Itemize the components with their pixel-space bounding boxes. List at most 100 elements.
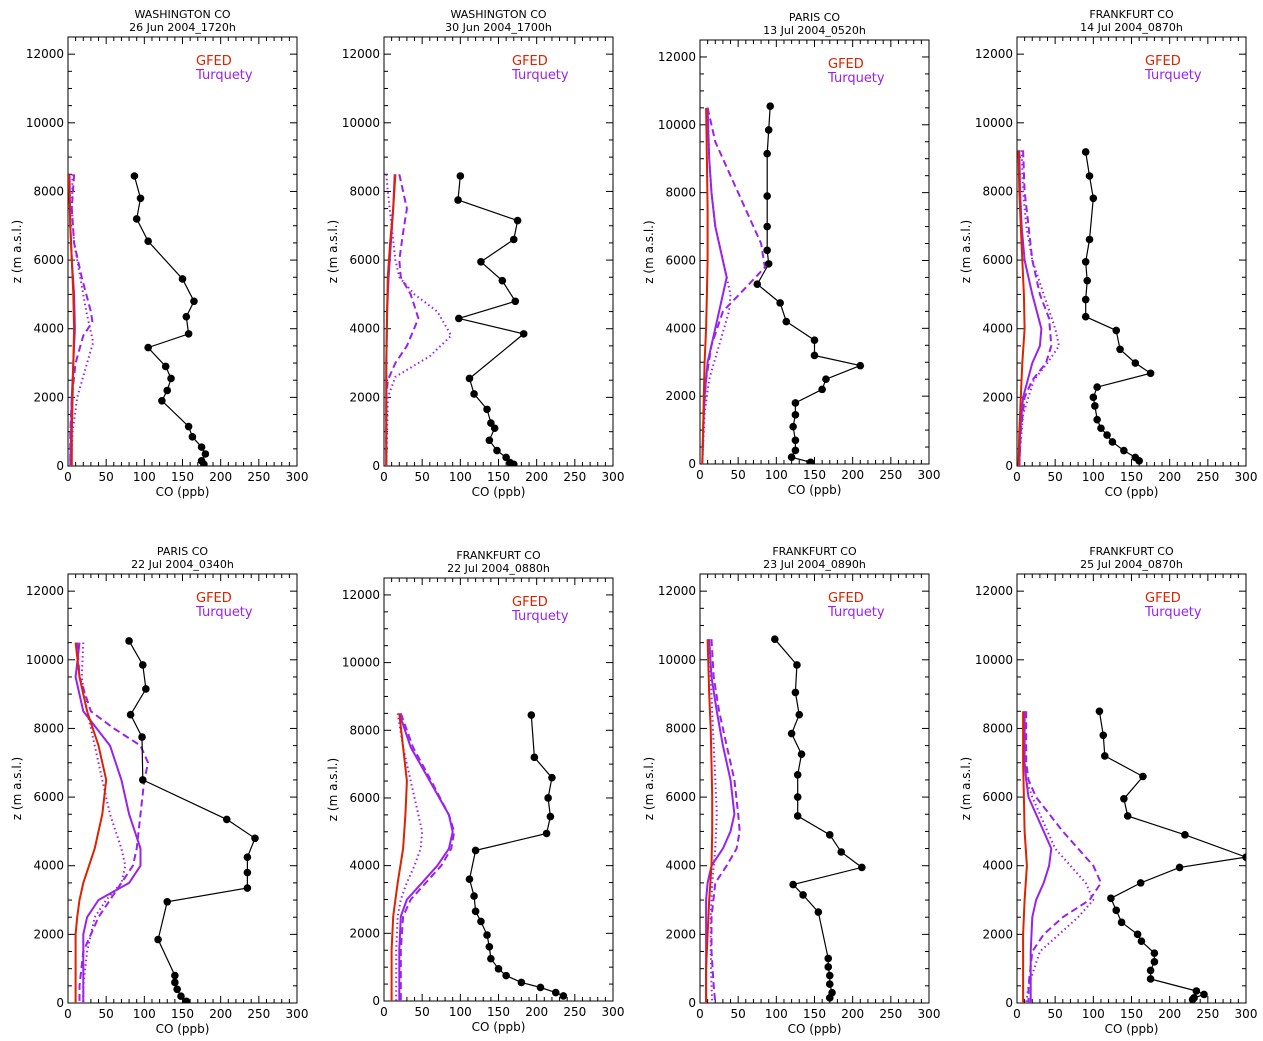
observed-point: [138, 733, 146, 741]
observed-point: [1093, 383, 1101, 391]
panel-title: FRANKFURT CO: [456, 549, 541, 562]
observed-point: [188, 433, 197, 441]
x-tick-label: 300: [286, 470, 309, 484]
y-tick-label: 0: [372, 994, 380, 1008]
x-tick-label: 300: [918, 468, 941, 482]
observed-point: [1081, 257, 1090, 266]
y-tick-label: 10000: [975, 653, 1013, 667]
panel-date: 22 Jul 2004_0340h: [131, 558, 234, 571]
y-tick-label: 6000: [349, 791, 380, 805]
observed-point: [1112, 906, 1121, 915]
plot-frame: [1016, 36, 1247, 467]
observed-point: [1136, 879, 1145, 887]
observed-point: [1116, 345, 1124, 354]
y-tick-label: 4000: [349, 322, 380, 336]
x-tick-label: 250: [1196, 1007, 1219, 1021]
observed-point: [793, 793, 802, 801]
y-tick-label: 8000: [349, 723, 380, 737]
observed-point: [485, 436, 494, 445]
observed-point: [182, 312, 191, 321]
observed-point: [822, 375, 830, 384]
x-tick-label: 0: [380, 1005, 388, 1019]
y-tick-label: 6000: [665, 790, 696, 804]
observed-point: [1089, 194, 1098, 203]
observed-point: [509, 460, 518, 466]
observed-point: [542, 829, 551, 838]
x-tick-label: 0: [1013, 470, 1021, 484]
plot-frame: [1016, 573, 1247, 1004]
x-tick-label: 300: [1235, 470, 1258, 484]
observed-point: [1192, 987, 1201, 995]
panel-title: FRANKFURT CO: [772, 545, 857, 558]
x-tick-label: 200: [209, 470, 232, 484]
observed-point: [1146, 369, 1155, 378]
y-tick-label: 6000: [33, 253, 64, 267]
gfed-solid-line: [390, 713, 408, 1001]
x-tick-label: 100: [1082, 1007, 1105, 1021]
observed-point: [490, 424, 499, 433]
x-tick-label: 150: [803, 1007, 826, 1021]
observed-point: [509, 235, 518, 244]
observed-point: [1083, 276, 1092, 285]
observed-point: [810, 336, 819, 344]
x-tick-label: 100: [1082, 470, 1105, 484]
x-tick-label: 300: [918, 1007, 941, 1021]
observed-point: [787, 729, 796, 738]
y-tick-label: 0: [372, 459, 380, 473]
observed-point: [139, 661, 147, 669]
x-tick-label: 150: [487, 1005, 510, 1019]
legend-turquety: Turquety: [511, 609, 569, 624]
observed-point: [1117, 918, 1126, 927]
observed-point: [154, 935, 162, 944]
x-axis-label: CO (ppb): [1105, 1022, 1159, 1036]
x-tick-label: 100: [449, 1005, 472, 1019]
x-tick-label: 250: [879, 468, 902, 482]
observed-point: [825, 831, 834, 839]
observed-point: [197, 443, 206, 451]
x-tick-label: 250: [1196, 470, 1219, 484]
observed-point: [546, 812, 555, 821]
observed-point: [163, 897, 172, 906]
observed-point: [163, 386, 172, 395]
observed-point: [173, 985, 181, 994]
observed-point: [471, 907, 480, 916]
observed-point: [1081, 295, 1090, 304]
y-tick-label: 4000: [982, 322, 1013, 336]
observed-point: [465, 875, 474, 883]
y-tick-label: 0: [688, 996, 696, 1010]
observed-point: [471, 846, 480, 855]
turquety-dotted-line: [395, 713, 424, 1001]
observed-point: [130, 172, 139, 180]
y-tick-label: 8000: [665, 721, 696, 735]
observed-point: [1120, 446, 1128, 455]
observed-point: [161, 362, 170, 371]
observed-point: [793, 661, 801, 669]
x-tick-label: 0: [380, 470, 388, 484]
observed-point: [551, 988, 560, 997]
observed-point: [806, 458, 815, 464]
observed-point: [782, 317, 791, 326]
observed-point: [1085, 235, 1094, 244]
observed-point: [485, 943, 494, 951]
observed-point: [1188, 995, 1197, 1003]
observed-point: [201, 450, 210, 458]
x-tick-label: 150: [487, 470, 510, 484]
observed-point: [511, 297, 520, 306]
y-tick-label: 8000: [33, 184, 64, 198]
x-tick-label: 300: [286, 1007, 309, 1021]
observed-point: [190, 297, 198, 306]
observed-point: [787, 453, 796, 462]
y-tick-label: 0: [1005, 459, 1013, 473]
x-tick-label: 200: [1158, 1007, 1181, 1021]
turquety-dotted-line: [80, 642, 127, 1003]
x-tick-label: 200: [841, 468, 864, 482]
x-tick-label: 100: [765, 1007, 788, 1021]
plot-area: [705, 635, 866, 1003]
x-tick-label: 250: [563, 1005, 586, 1019]
x-tick-label: 200: [525, 1005, 548, 1019]
y-axis-label: z (m a.s.l.): [10, 220, 24, 283]
y-tick-label: 8000: [982, 184, 1013, 198]
